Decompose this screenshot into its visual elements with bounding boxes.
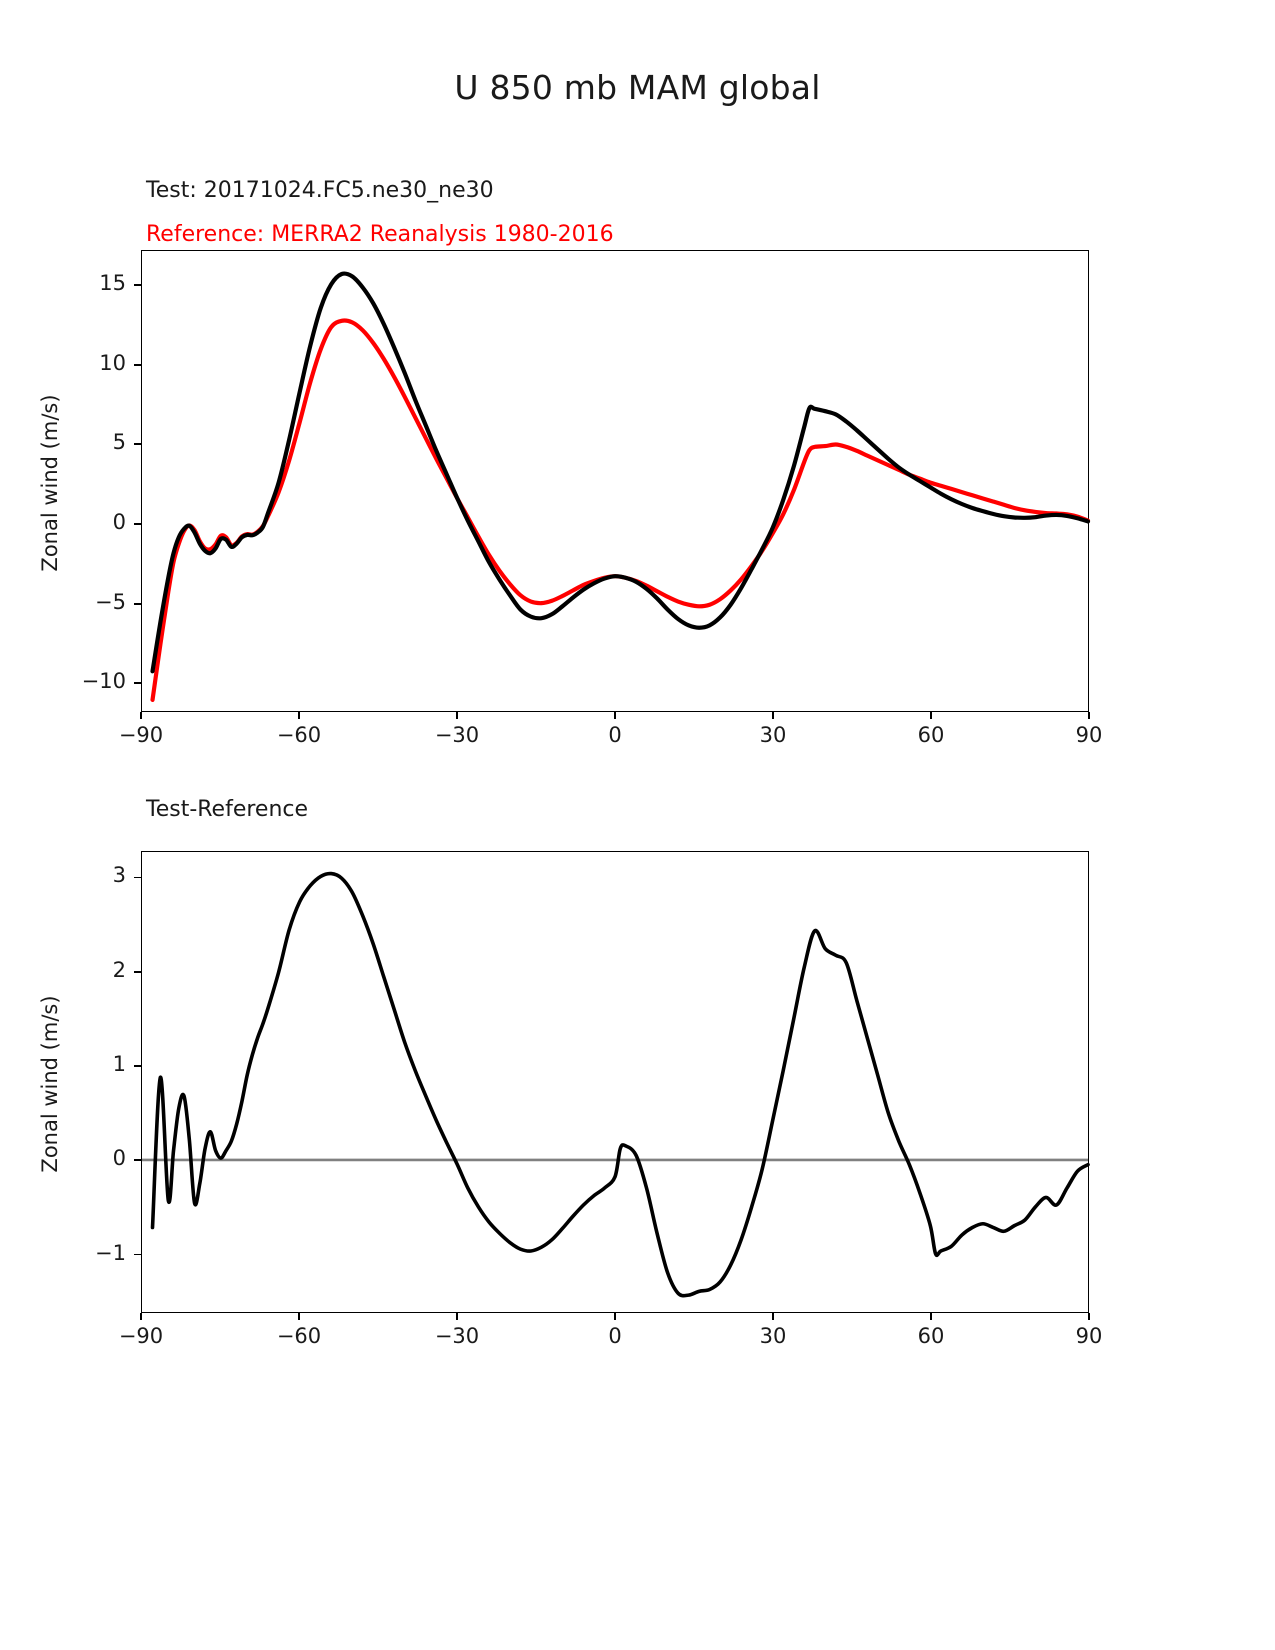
y-tick-mark [134, 1253, 141, 1256]
difference-panel-label: Test-Reference [146, 797, 309, 822]
x-tick-mark [1088, 712, 1090, 719]
x-tick-label: −60 [276, 723, 322, 747]
x-tick-mark [614, 1313, 616, 1320]
y-tick-label: 3 [112, 863, 126, 888]
x-tick-label: −90 [118, 723, 164, 747]
y-tick-mark [134, 363, 141, 366]
x-tick-label: 90 [1075, 723, 1103, 747]
bottom-panel-plot-area [142, 871, 1090, 1298]
y-tick-label: 10 [99, 350, 126, 375]
legend-test-label: Test: 20171024.FC5.ne30_ne30 [146, 178, 494, 203]
x-tick-mark [456, 712, 458, 719]
x-tick-mark [298, 1313, 300, 1320]
y-axis-label-top: Zonal wind (m/s) [38, 394, 62, 572]
x-tick-label: −30 [434, 1324, 480, 1348]
chart-panel-bottom [141, 851, 1090, 1313]
x-tick-mark [930, 1313, 932, 1320]
legend-reference-label: Reference: MERRA2 Reanalysis 1980-2016 [146, 222, 614, 247]
data-series-line [150, 871, 1090, 1298]
x-tick-label: 0 [608, 723, 622, 747]
y-tick-label: 1 [112, 1051, 126, 1076]
y-tick-label: 0 [112, 1146, 126, 1171]
page-title: U 850 mb MAM global [454, 68, 821, 107]
data-series-line [150, 318, 1091, 702]
y-tick-mark [134, 443, 141, 446]
y-tick-mark [134, 970, 141, 973]
x-tick-mark [772, 1313, 774, 1320]
data-series-line [150, 271, 1091, 674]
x-tick-mark [140, 1313, 142, 1320]
y-tick-mark [134, 682, 141, 685]
x-tick-mark [456, 1313, 458, 1320]
y-tick-label: −1 [95, 1240, 126, 1265]
x-tick-mark [614, 712, 616, 719]
x-tick-mark [140, 712, 142, 719]
y-tick-mark [134, 523, 141, 525]
chart-panel-top [141, 250, 1091, 712]
y-tick-mark [134, 1065, 141, 1067]
x-tick-label: 30 [759, 1324, 787, 1348]
x-tick-label: 60 [917, 1324, 945, 1348]
y-tick-label: −5 [95, 589, 126, 614]
y-tick-label: −10 [81, 669, 126, 694]
y-tick-mark [134, 602, 141, 605]
y-tick-mark [134, 284, 141, 286]
x-tick-mark [930, 712, 932, 719]
x-tick-mark [298, 712, 300, 719]
x-tick-label: −90 [118, 1324, 164, 1348]
x-tick-label: 60 [917, 723, 945, 747]
y-tick-label: 5 [112, 430, 126, 455]
x-tick-mark [772, 712, 774, 719]
x-tick-label: 90 [1075, 1324, 1103, 1348]
y-tick-label: 0 [112, 510, 126, 534]
y-tick-label: 15 [99, 271, 126, 296]
y-tick-mark [134, 1159, 141, 1162]
top-panel-plot-area [150, 271, 1091, 702]
x-tick-label: 30 [759, 723, 787, 747]
x-tick-label: 0 [608, 1324, 622, 1348]
x-tick-mark [1088, 1313, 1090, 1320]
x-tick-label: −30 [434, 723, 480, 747]
y-tick-label: 2 [112, 957, 126, 982]
y-tick-mark [134, 876, 141, 879]
x-tick-label: −60 [276, 1324, 322, 1348]
